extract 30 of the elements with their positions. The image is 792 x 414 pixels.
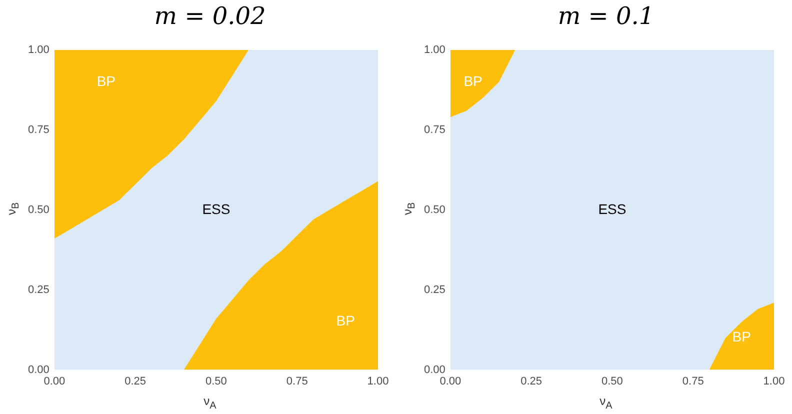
x-tick-label: 0.50	[205, 375, 227, 388]
y-tick-label: 1.00	[424, 44, 446, 56]
y-tick-label: 0.25	[28, 284, 50, 296]
y-tick-label: 0.50	[424, 204, 446, 216]
annotation: BP	[464, 72, 482, 89]
x-tick-label: 0.75	[682, 375, 704, 388]
y-tick-label: 0.75	[28, 124, 50, 136]
x-axis-title: ν$_{A}$	[202, 394, 218, 412]
annotation: BP	[732, 328, 751, 345]
x-tick-label: 0.75	[286, 375, 308, 388]
x-tick-label: 0.00	[440, 375, 462, 388]
x-tick-label: 0.25	[124, 375, 146, 388]
y-tick-label: 0.00	[424, 364, 446, 376]
annotation: BP	[96, 72, 116, 89]
y-tick-label: 0.25	[424, 284, 446, 296]
chart-title: m = 0.02	[153, 2, 267, 30]
annotation: ESS	[598, 200, 626, 217]
y-tick-label: 0.00	[28, 364, 50, 376]
x-tick-label: 0.25	[520, 375, 542, 388]
x-tick-label: 0.00	[44, 375, 66, 388]
y-tick-label: 0.75	[424, 124, 446, 136]
annotation: ESS	[202, 200, 230, 217]
x-tick-label: 1.00	[367, 375, 389, 388]
annotation: BP	[336, 312, 355, 329]
chart-title: m = 0.1	[556, 2, 656, 30]
x-tick-label: 0.50	[601, 375, 623, 388]
y-tick-label: 0.50	[28, 204, 50, 216]
x-axis-title: ν$_{A}$	[598, 394, 614, 412]
y-tick-label: 1.00	[28, 44, 50, 56]
x-tick-label: 1.00	[763, 375, 785, 388]
